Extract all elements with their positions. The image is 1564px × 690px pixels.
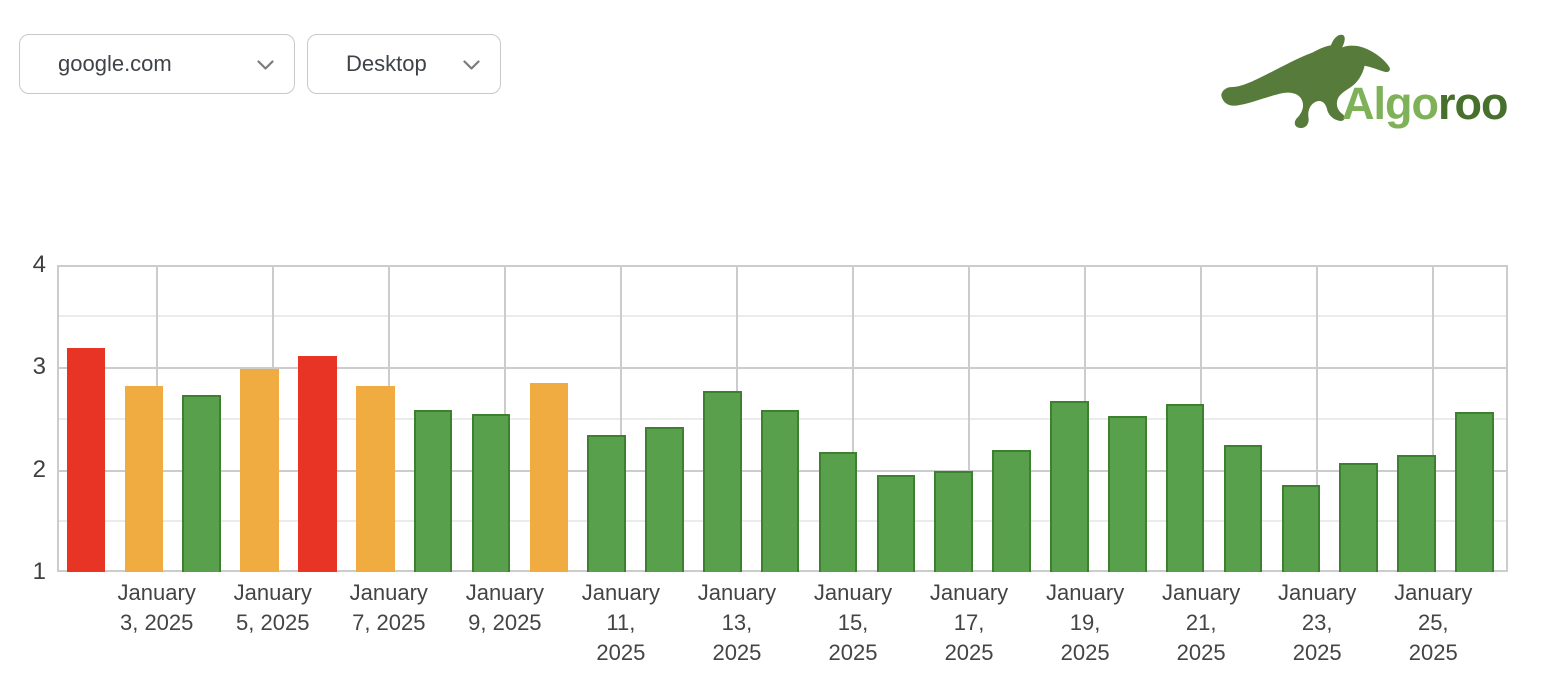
x-axis-label-line: 15,	[837, 610, 869, 635]
chart-bar[interactable]	[1223, 445, 1263, 572]
chart-bar[interactable]	[240, 369, 279, 572]
logo-text-roo: roo	[1437, 78, 1508, 129]
x-axis-label: January 13, 2025	[675, 578, 799, 668]
x-axis-label: January 21, 2025	[1139, 578, 1263, 668]
y-axis-label: 2	[32, 455, 46, 483]
vertical-gridline	[1432, 265, 1435, 572]
x-axis-label: January 17, 2025	[907, 578, 1031, 668]
chart-bar[interactable]	[471, 414, 511, 572]
x-axis-label-line: 13,	[721, 610, 753, 635]
chart-bar[interactable]	[413, 410, 453, 572]
chart-bar[interactable]	[529, 382, 569, 572]
chevron-down-icon	[257, 51, 274, 77]
x-axis-label-line: January	[1045, 580, 1125, 605]
x-axis-label-line: 2025	[828, 640, 878, 665]
chart-bar[interactable]	[587, 434, 626, 572]
x-axis-label-line: January	[117, 580, 196, 605]
x-axis-label: January 23, 2025	[1255, 578, 1379, 668]
x-axis-label-line: 2025	[944, 640, 994, 665]
chart-bar[interactable]	[124, 385, 164, 572]
x-axis-label-line: January	[1394, 580, 1473, 605]
x-axis-label-line: January	[1162, 580, 1241, 605]
x-axis-label-line: 2025	[1292, 640, 1342, 665]
x-axis-label: January 5, 2025	[211, 578, 335, 638]
vertical-gridline	[968, 265, 971, 572]
x-axis-label-line: January	[1278, 580, 1357, 605]
x-axis-label-line: 25,	[1417, 610, 1449, 635]
x-axis-label-line: 17,	[953, 610, 985, 635]
chart-bar[interactable]	[645, 426, 684, 572]
x-axis-label: January 15, 2025	[791, 578, 915, 668]
minor-gridline	[57, 315, 1508, 318]
chart-bar[interactable]	[66, 347, 106, 572]
chart-bar[interactable]	[1165, 404, 1205, 572]
vertical-gridline	[619, 265, 622, 572]
x-axis-label-line: January	[813, 580, 893, 605]
chart-bar[interactable]	[1397, 455, 1436, 572]
chart-bar[interactable]	[355, 385, 395, 572]
x-axis-label-line: 2025	[596, 640, 646, 665]
x-axis-label-line: January	[465, 580, 544, 605]
plot-edge-gridline	[57, 265, 59, 572]
x-axis-label-line: January	[349, 580, 428, 605]
x-axis-label-line: 23,	[1301, 610, 1333, 635]
device-select[interactable]: Desktop	[307, 34, 501, 94]
chart-bar[interactable]	[1108, 416, 1147, 572]
chart-bar[interactable]	[703, 390, 742, 572]
x-axis-label-line: January	[697, 580, 777, 605]
plot-edge-gridline	[1506, 265, 1508, 572]
x-axis-label-line: 19,	[1069, 610, 1101, 635]
chart-plot-area	[57, 265, 1508, 572]
kangaroo-icon	[1221, 34, 1390, 129]
vertical-gridline	[1316, 265, 1319, 572]
chart-bar[interactable]	[876, 474, 916, 572]
x-axis-label: January 7, 2025	[327, 578, 451, 638]
site-select[interactable]: google.com	[19, 34, 295, 94]
x-axis-label-line: 3, 2025	[119, 610, 194, 635]
major-gridline	[57, 367, 1508, 370]
chart-bar[interactable]	[1339, 462, 1378, 572]
chart-bar[interactable]	[992, 450, 1031, 572]
chart-bar[interactable]	[182, 394, 221, 572]
x-axis-label-line: 2025	[1060, 640, 1110, 665]
chart-bar[interactable]	[298, 356, 337, 572]
y-axis-label: 4	[32, 251, 46, 278]
x-axis-label: January 11, 2025	[559, 578, 683, 668]
x-axis-label-line: 11,	[606, 610, 636, 635]
x-axis-label-line: 2025	[1408, 640, 1458, 665]
x-axis-label-line: January	[581, 580, 661, 605]
x-axis-label-line: 21,	[1185, 610, 1217, 635]
x-axis-label: January 9, 2025	[443, 578, 567, 638]
x-axis-label-line: 2025	[1176, 640, 1226, 665]
device-select-value: Desktop	[346, 51, 427, 76]
x-axis-label-line: 9, 2025	[468, 610, 542, 635]
chart-bar[interactable]	[760, 410, 800, 572]
chart-bar[interactable]	[1281, 485, 1321, 572]
major-gridline	[57, 265, 1508, 267]
x-axis-label-line: January	[929, 580, 1009, 605]
x-axis-label-line: January	[233, 580, 312, 605]
chart-bar[interactable]	[1455, 412, 1494, 572]
x-axis-label: January 3, 2025	[95, 578, 219, 638]
x-axis-label: January 19, 2025	[1023, 578, 1147, 668]
y-axis-label: 3	[32, 353, 46, 381]
chevron-down-icon	[463, 51, 480, 77]
site-select-value: google.com	[58, 51, 172, 76]
chart-bar[interactable]	[818, 452, 858, 572]
logo-wordmark: Algoroo	[1342, 78, 1508, 130]
x-axis-label-line: 2025	[712, 640, 762, 665]
chart-bar[interactable]	[934, 470, 974, 572]
x-axis-label-line: 5, 2025	[236, 610, 310, 635]
x-axis-label-line: 7, 2025	[352, 610, 426, 635]
chart-bar[interactable]	[1050, 401, 1089, 572]
algoroo-logo[interactable]: Algoroo	[1212, 22, 1552, 140]
y-axis-label: 1	[32, 558, 46, 585]
logo-text-algo: Algo	[1342, 78, 1439, 129]
vertical-gridline	[852, 265, 854, 572]
x-axis-label: January 25, 2025	[1371, 578, 1495, 668]
